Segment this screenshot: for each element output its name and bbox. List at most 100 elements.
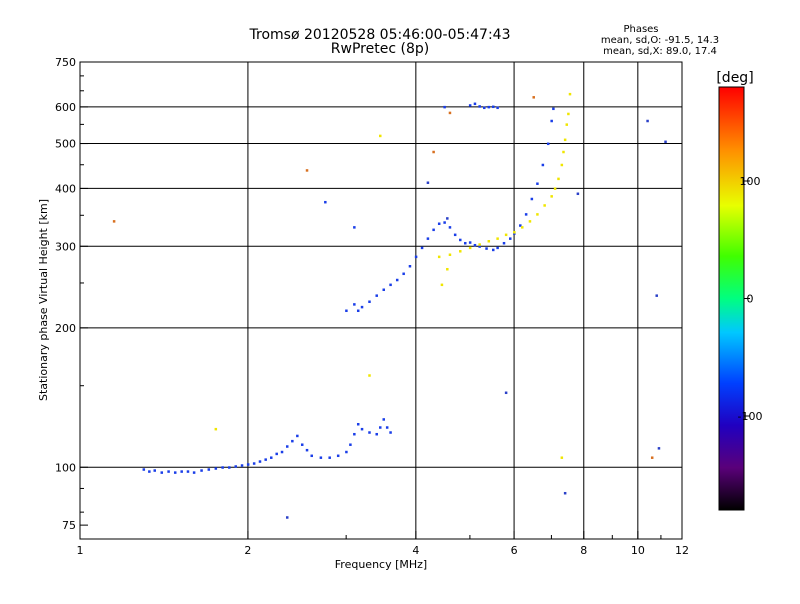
data-point [214,427,218,431]
data-point [160,471,164,474]
data-point [504,391,508,395]
data-point [221,466,224,469]
data-point [382,288,385,292]
data-point [443,221,446,224]
data-point [305,448,309,452]
phases-heading: Phases [623,24,658,35]
data-point [167,470,170,473]
data-point [546,142,550,146]
data-point [468,246,472,250]
data-point [432,228,435,232]
data-point [389,283,392,287]
data-point [478,243,481,246]
data-point [664,140,667,144]
data-point [446,267,449,271]
x-tick-label: 8 [580,544,587,557]
data-point [414,255,418,259]
data-point [349,443,352,446]
data-point [502,241,506,245]
data-point [519,224,522,227]
data-point [478,245,481,248]
data-point [310,454,313,458]
data-point [464,241,467,245]
data-point [368,431,371,434]
data-point [353,432,356,436]
data-point [552,107,555,111]
data-point [240,464,244,467]
data-point [258,460,262,463]
data-point [285,445,289,448]
data-point [148,470,151,473]
data-point [379,134,382,138]
colorbar-tick-label: -100 [738,410,763,423]
data-point [186,470,190,473]
data-point [228,466,231,469]
data-point [521,226,524,229]
data-point [448,226,452,229]
data-point [275,452,278,456]
data-point [192,471,196,474]
data-point [550,119,553,123]
data-point [360,427,364,431]
data-point [291,439,294,443]
data-point [296,434,299,438]
data-point [509,237,512,240]
y-tick-label: 300 [55,240,76,253]
data-point [112,220,116,223]
data-point [496,246,499,250]
data-point [446,217,449,220]
data-point [402,272,405,276]
data-point [468,241,472,244]
data-point [368,374,371,377]
data-point [483,106,486,110]
data-point [504,233,508,237]
data-point [356,422,360,426]
y-tick-label: 75 [62,519,76,532]
data-point [353,303,356,306]
data-point [560,163,564,167]
x-axis: 1 2 4 6 8 10 12 [77,531,689,557]
data-point [328,456,331,459]
data-point [336,454,340,458]
data-point [173,471,177,474]
y-tick-label: 600 [55,101,76,114]
data-point [426,181,430,184]
data-point [207,468,211,471]
data-point [280,450,284,454]
data-point [395,278,399,282]
colorbar-ticks: 100 0 -100 [738,175,763,423]
y-tick-label: 100 [55,461,76,474]
data-point [345,309,348,313]
data-point [562,150,565,154]
data-point [646,119,649,123]
data-point [468,104,472,107]
data-point [576,192,580,196]
data-point [375,432,378,436]
data-point [528,220,532,223]
data-point [432,150,435,154]
grid [80,62,682,539]
chart-subtitle: RwPretec (8p) [331,41,429,57]
data-point [496,106,499,110]
data-point [389,431,392,434]
data-point [536,182,539,185]
data-point [200,469,203,472]
data-point [142,468,146,471]
data-point [567,112,570,116]
data-point [345,450,348,454]
y-tick-label: 400 [55,182,76,195]
data-point [319,456,323,459]
data-point [473,243,477,247]
colorbar [718,86,745,511]
data-point [536,213,539,216]
data-point [385,426,389,429]
data-point [473,102,477,106]
data-point [305,169,309,172]
y-axis-label: Stationary phase Virtual Height [km] [37,199,50,401]
x-tick-label: 6 [511,544,518,557]
data-point [543,204,546,207]
x-tick-label: 12 [675,544,689,557]
data-point [563,138,567,142]
data-point [379,426,382,429]
data-point [353,226,356,229]
